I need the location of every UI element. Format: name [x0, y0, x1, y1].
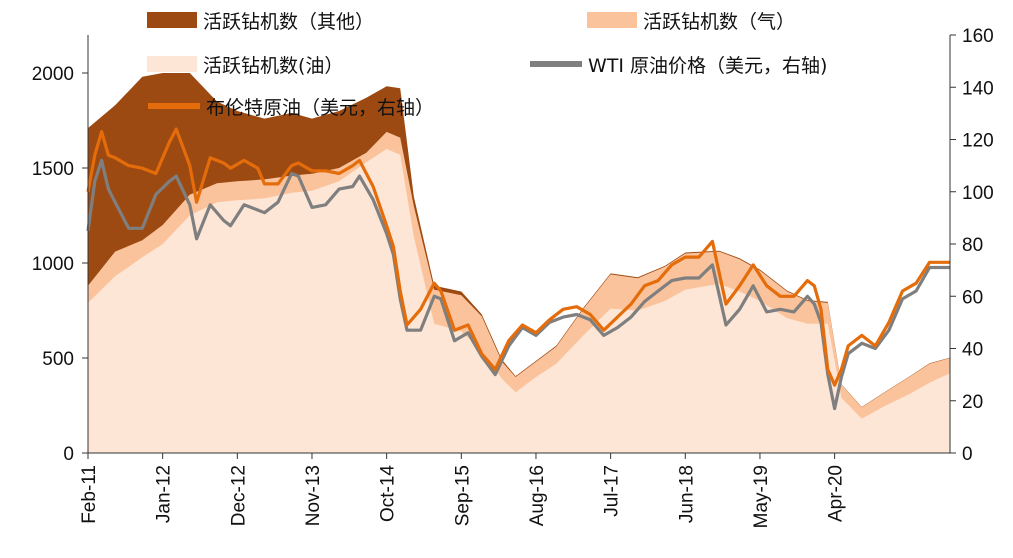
- legend-swatch: [587, 12, 637, 28]
- line-brent-price: [86, 127, 950, 387]
- line-wti-price: [86, 158, 950, 411]
- legend-brent: 布伦特原油（美元，右轴）: [148, 97, 434, 119]
- left-tick-label: 500: [42, 349, 74, 370]
- right-tick-label: 60: [962, 287, 983, 308]
- right-tick-label: 80: [962, 235, 983, 256]
- legend-oil-rigs: 活跃钻机数(油）: [147, 55, 343, 77]
- rig-count-areas: [88, 73, 950, 453]
- legend-gas-rigs: 活跃钻机数（气）: [587, 11, 795, 33]
- right-tick-label: 0: [962, 444, 973, 465]
- x-tick-label: Jun-18: [676, 465, 697, 523]
- legend-label: 活跃钻机数（气）: [643, 11, 795, 33]
- x-tick-label: Apr-20: [826, 465, 847, 522]
- x-tick-label: Dec-12: [228, 465, 249, 526]
- x-tick-label: May-19: [751, 465, 772, 528]
- left-tick-label: 2000: [32, 64, 74, 85]
- right-tick-label: 160: [962, 26, 994, 47]
- legend-other-rigs: 活跃钻机数（其他）: [147, 11, 374, 33]
- axes: 0 500 1000 1500 2000 0 20 40 60 80 100 120 140 160 Feb…: [32, 26, 994, 528]
- legend-label: 活跃钻机数（其他）: [203, 11, 374, 33]
- x-tick-label: Jan-12: [154, 465, 175, 523]
- right-tick-label: 20: [962, 392, 983, 413]
- legend-label: 布伦特原油（美元，右轴）: [206, 97, 434, 119]
- left-tick-label: 1500: [32, 159, 74, 180]
- legend-wti: WTI 原油价格（美元，右轴): [530, 55, 827, 77]
- x-tick-label: Sep-15: [452, 465, 473, 526]
- area-oil-rigs: [88, 149, 950, 453]
- legend: 活跃钻机数（其他） 活跃钻机数（气） 活跃钻机数(油） WTI 原油价格（美元，右轴)…: [147, 11, 827, 119]
- legend-swatch: [147, 56, 197, 72]
- legend-swatch: [147, 12, 197, 28]
- right-tick-label: 120: [962, 131, 994, 152]
- right-tick-label: 100: [962, 183, 994, 204]
- x-tick-label: Aug-16: [527, 465, 548, 526]
- legend-label: 活跃钻机数(油）: [203, 55, 343, 77]
- x-tick-label: Jul-17: [602, 465, 623, 517]
- left-tick-label: 1000: [32, 254, 74, 275]
- oil-price-lines: [86, 127, 950, 411]
- right-tick-label: 40: [962, 340, 983, 361]
- left-tick-label: 0: [63, 444, 74, 465]
- legend-label: WTI 原油价格（美元，右轴): [588, 55, 827, 77]
- x-tick-label: Nov-13: [303, 465, 324, 526]
- x-tick-label: Feb-11: [79, 465, 100, 524]
- right-tick-label: 140: [962, 78, 994, 99]
- x-tick-label: Oct-14: [378, 465, 399, 522]
